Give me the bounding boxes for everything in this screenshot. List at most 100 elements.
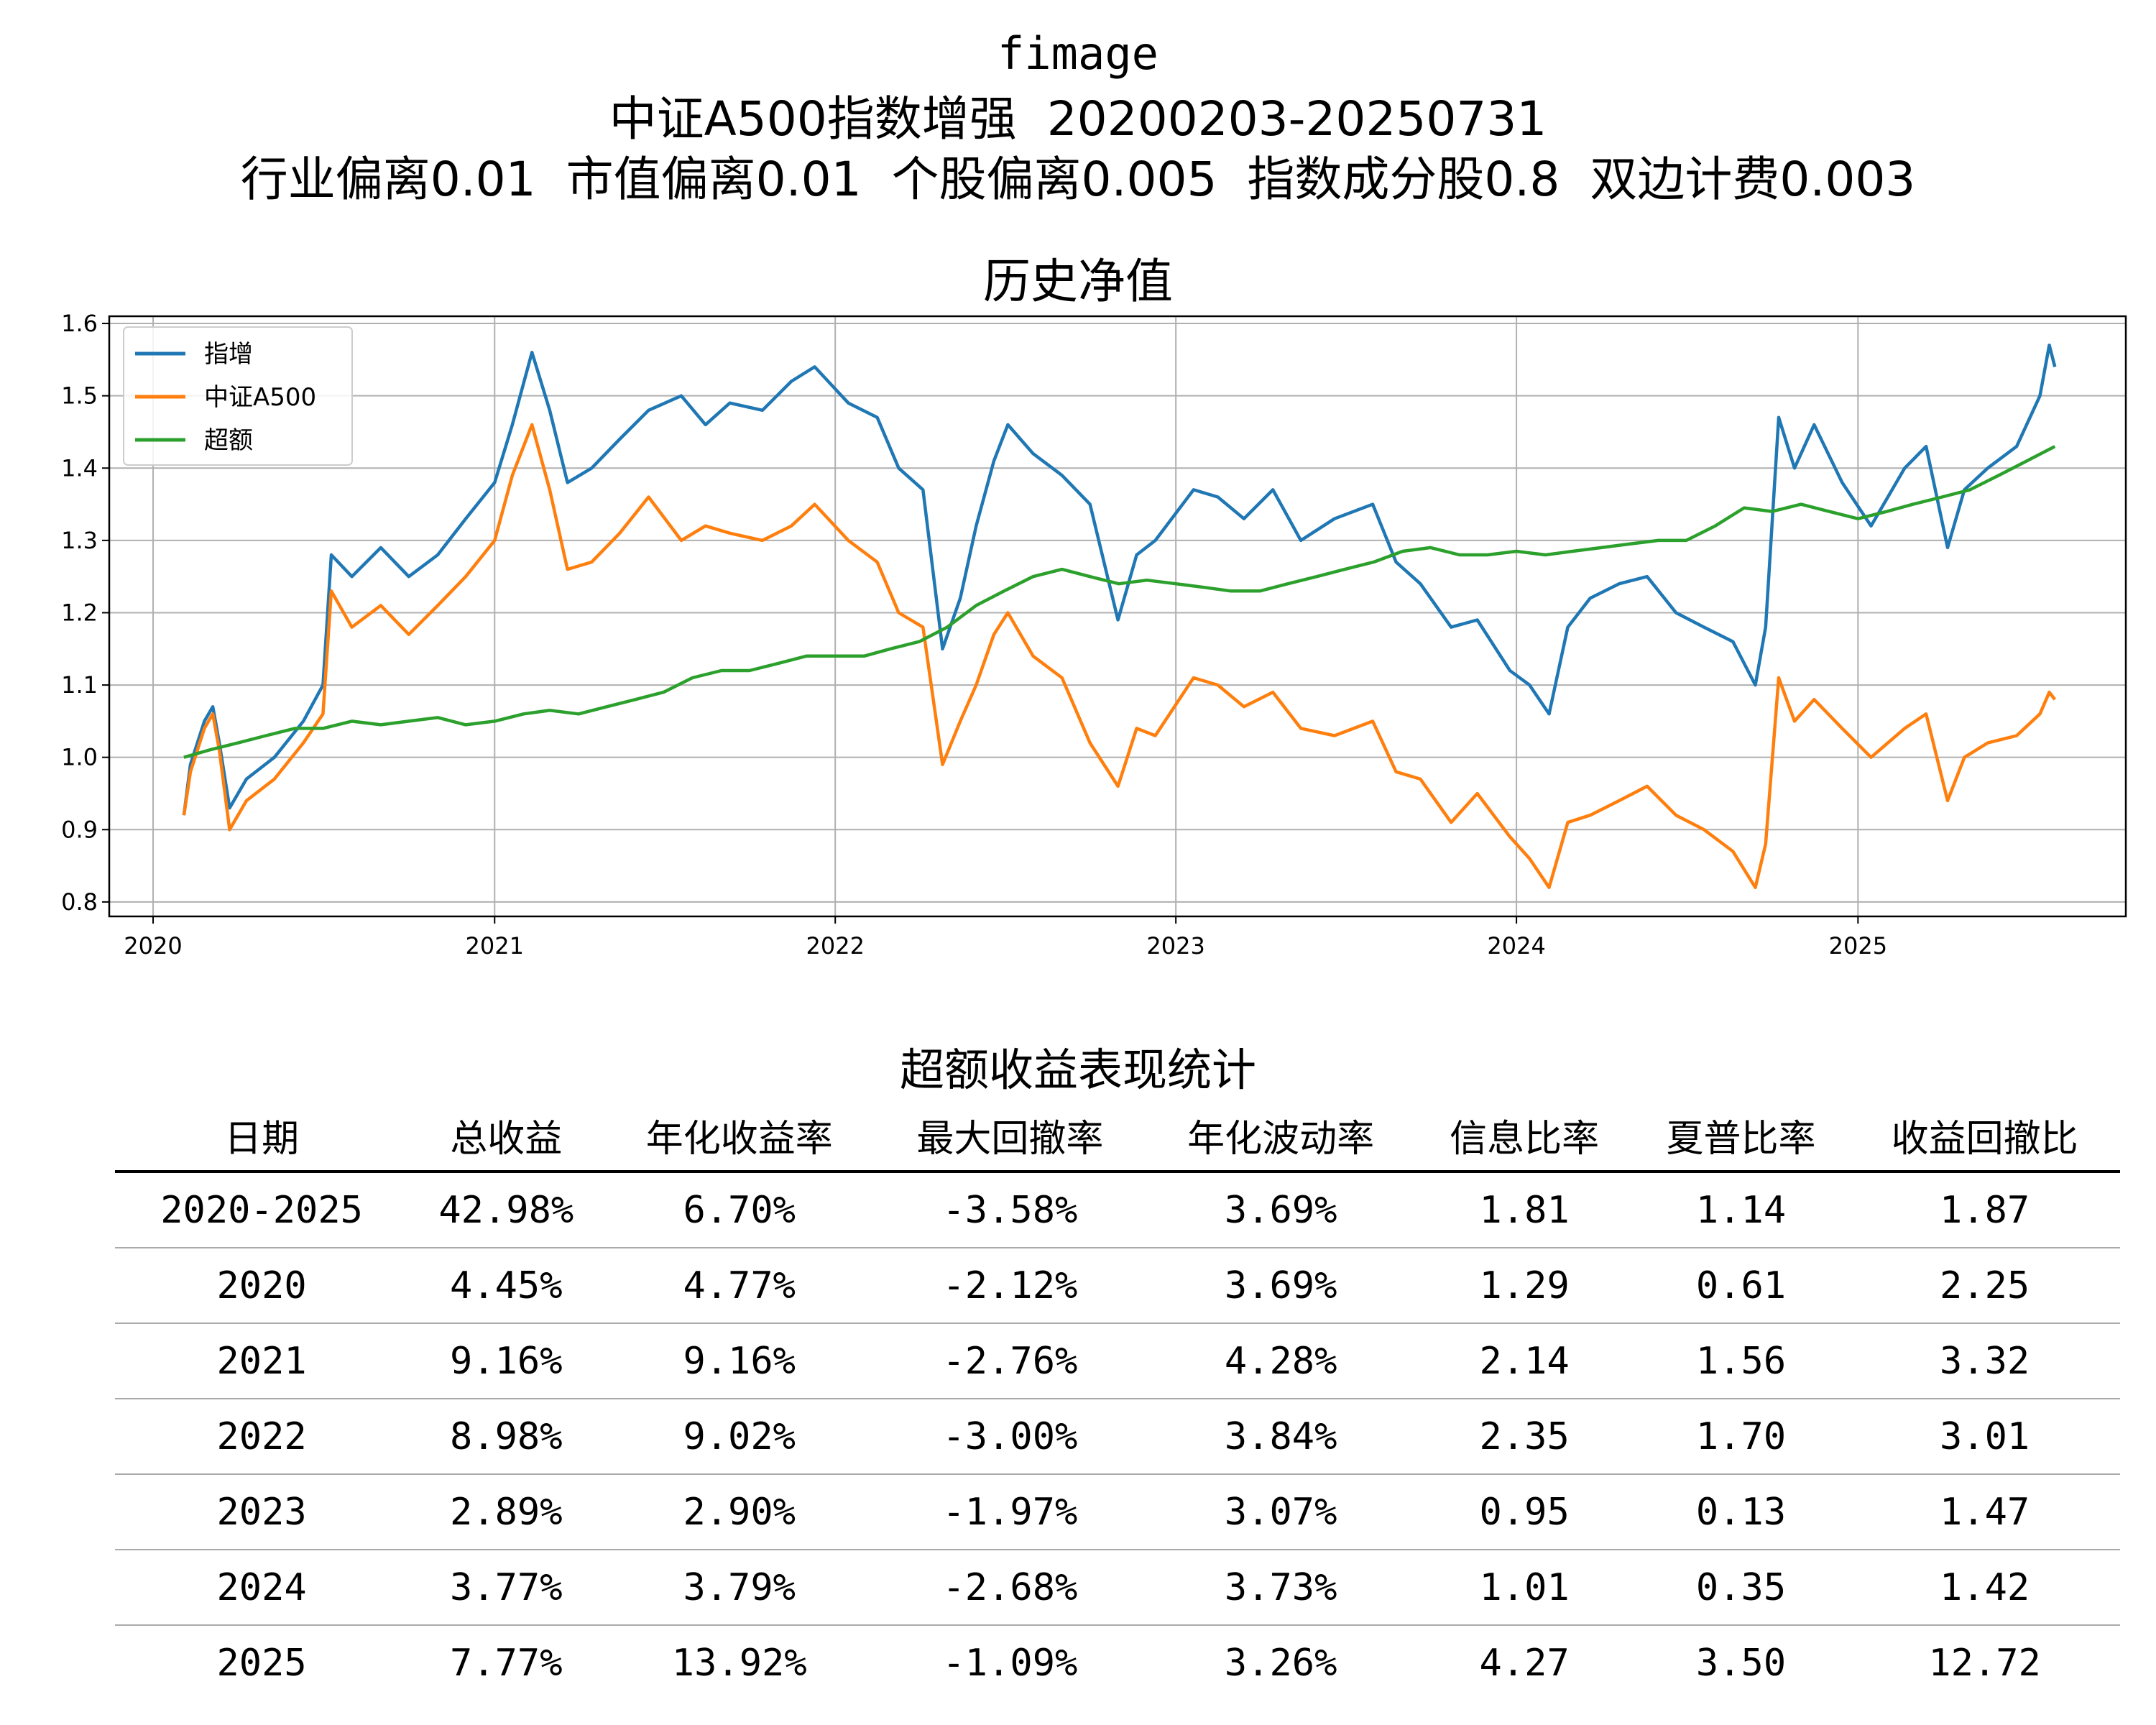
table-cell: 9.02% [604, 1399, 875, 1475]
series-line-2 [182, 423, 2057, 890]
table-row: 2020-2025 42.98% 6.70% -3.58% 3.69% 1.81 1.14 1… [115, 1172, 2120, 1248]
figure-title-line3: 行业偏离0.01 市值偏离0.01 个股偏离0.005 指数成分股0.8 双边计… [240, 152, 1916, 207]
legend-label-1: 指增 [204, 340, 253, 369]
table-cell: 42.98% [408, 1172, 604, 1248]
chart-title: 历史净值 [983, 254, 1173, 309]
y-tick-label: 1.6 [61, 310, 98, 337]
table-cell: 2023 [115, 1474, 409, 1550]
table-cell: 3.69% [1145, 1172, 1416, 1248]
table-cell: 2020 [115, 1248, 409, 1324]
table-cell: 3.32 [1849, 1323, 2120, 1399]
table-cell: 1.29 [1416, 1248, 1633, 1324]
column-header: 收益回撤比 [1849, 1100, 2120, 1173]
table-cell: 3.73% [1145, 1550, 1416, 1626]
y-tick-label: 1.1 [61, 671, 98, 699]
y-tick-label: 0.8 [61, 888, 98, 916]
performance-table: 日期 总收益 年化收益率 最大回撤率 年化波动率 信息比率 夏普比率 收益回撤比 2020-2… [115, 1100, 2120, 1700]
table-cell: 4.45% [408, 1248, 604, 1324]
x-tick-label: 2024 [1487, 932, 1545, 960]
table-cell: -2.68% [875, 1550, 1146, 1626]
table-cell: 2025 [216, 1641, 307, 1685]
table-row: 2021 9.16% 9.16% -2.76% 4.28% 2.14 1.56 3.32 [115, 1323, 2120, 1399]
column-header: 最大回撤率 [875, 1100, 1146, 1173]
y-tick-label: 1.2 [61, 599, 98, 626]
series-line-1 [182, 343, 2057, 816]
table-cell: 1.01 [1416, 1550, 1633, 1626]
x-tick-label: 2021 [466, 932, 524, 960]
y-tick-label: 1.0 [61, 744, 98, 771]
table-cell: 1.70 [1632, 1399, 1850, 1475]
column-header: 日期 [115, 1100, 409, 1173]
table-cell: -1.97% [875, 1474, 1146, 1550]
x-tick-label: 2020 [124, 932, 182, 960]
table-cell: 3.77% [408, 1550, 604, 1626]
table-cell: 1.87 [1849, 1172, 2120, 1248]
table-row: 2025 7.77% 13.92% -1.09% 3.26% 4.27 3.50 12.72 [115, 1625, 2120, 1700]
table-cell: 3.07% [1145, 1474, 1416, 1550]
table-cell: 4.27 [1479, 1641, 1570, 1685]
table-cell: 4.77% [604, 1248, 875, 1324]
table-cell: 3.69% [1145, 1248, 1416, 1324]
table-row: 2023 2.89% 2.90% -1.97% 3.07% 0.95 0.13 1.47 [115, 1474, 2120, 1550]
table-cell: 0.13 [1632, 1474, 1850, 1550]
plot-frame [108, 315, 2127, 918]
table-cell: 2021 [115, 1323, 409, 1399]
figure-title-line1: fimage [998, 27, 1158, 80]
y-tick-label: 1.3 [61, 527, 98, 554]
table-cell: 2.14 [1416, 1323, 1633, 1399]
table-cell: 9.16% [604, 1323, 875, 1399]
legend-label-2: 中证A500 [204, 383, 316, 412]
table-cell: 0.61 [1632, 1248, 1850, 1324]
legend-label-3: 超额 [204, 426, 253, 455]
x-tick-label: 2025 [1829, 932, 1887, 960]
table-cell: -3.00% [875, 1399, 1146, 1475]
table-cell: 3.26% [1224, 1641, 1337, 1685]
figure-title-line2: 中证A500指数增强 20200203-20250731 [609, 91, 1547, 147]
table-cell: 7.77% [450, 1641, 563, 1685]
table-cell: -1.09% [942, 1641, 1078, 1685]
table-cell: 1.56 [1632, 1323, 1850, 1399]
table-cell: 8.98% [408, 1399, 604, 1475]
table-row: 2022 8.98% 9.02% -3.00% 3.84% 2.35 1.70 3.01 [115, 1399, 2120, 1475]
table-cell: 2.89% [408, 1474, 604, 1550]
column-header: 夏普比率 [1632, 1100, 1850, 1173]
table-cell: 0.35 [1632, 1550, 1850, 1626]
column-header: 年化收益率 [604, 1100, 875, 1173]
y-tick-label: 1.5 [61, 382, 98, 410]
series-line-3 [183, 445, 2056, 759]
table-cell: 1.42 [1849, 1550, 2120, 1626]
x-tick-label: 2023 [1146, 932, 1204, 960]
table-cell: 6.70% [604, 1172, 875, 1248]
column-header: 年化波动率 [1145, 1100, 1416, 1173]
table-cell: 0.95 [1416, 1474, 1633, 1550]
table-row: 2024 3.77% 3.79% -2.68% 3.73% 1.01 0.35 1.42 [115, 1550, 2120, 1626]
column-header: 信息比率 [1416, 1100, 1633, 1173]
table-cell: 3.84% [1145, 1399, 1416, 1475]
table-cell: 2022 [115, 1399, 409, 1475]
nav-line-chart: 0.8 0.9 1.0 1.1 1.2 1.3 1.4 1.5 1.6 2020 2021 2022 2… [61, 310, 2127, 960]
table-cell: 9.16% [408, 1323, 604, 1399]
legend-box [123, 326, 353, 466]
y-tick-label: 0.9 [61, 816, 98, 843]
table-cell: 3.01 [1849, 1399, 2120, 1475]
table-cell: 12.72 [1928, 1641, 2041, 1685]
column-header: 总收益 [408, 1100, 604, 1173]
table-cell: 13.92% [671, 1641, 807, 1685]
table-cell: -2.76% [875, 1323, 1146, 1399]
table-cell: -3.58% [875, 1172, 1146, 1248]
table-row: 2020 4.45% 4.77% -2.12% 3.69% 1.29 0.61 2.25 [115, 1248, 2120, 1324]
table-cell: 2.35 [1416, 1399, 1633, 1475]
table-cell: 2024 [115, 1550, 409, 1626]
y-tick-label: 1.4 [61, 454, 98, 482]
x-tick-label: 2022 [806, 932, 864, 960]
table-title: 超额收益表现统计 [899, 1044, 1256, 1096]
table-cell: -2.12% [875, 1248, 1146, 1324]
table-cell: 4.28% [1145, 1323, 1416, 1399]
table-cell: 1.81 [1416, 1172, 1633, 1248]
table-cell: 3.50 [1695, 1641, 1787, 1685]
table-cell: 1.47 [1849, 1474, 2120, 1550]
table-cell: 3.79% [604, 1550, 875, 1626]
table-header-row: 日期 总收益 年化收益率 最大回撤率 年化波动率 信息比率 夏普比率 收益回撤比 [115, 1100, 2120, 1173]
table-cell: 1.14 [1632, 1172, 1850, 1248]
table-cell: 2.90% [604, 1474, 875, 1550]
